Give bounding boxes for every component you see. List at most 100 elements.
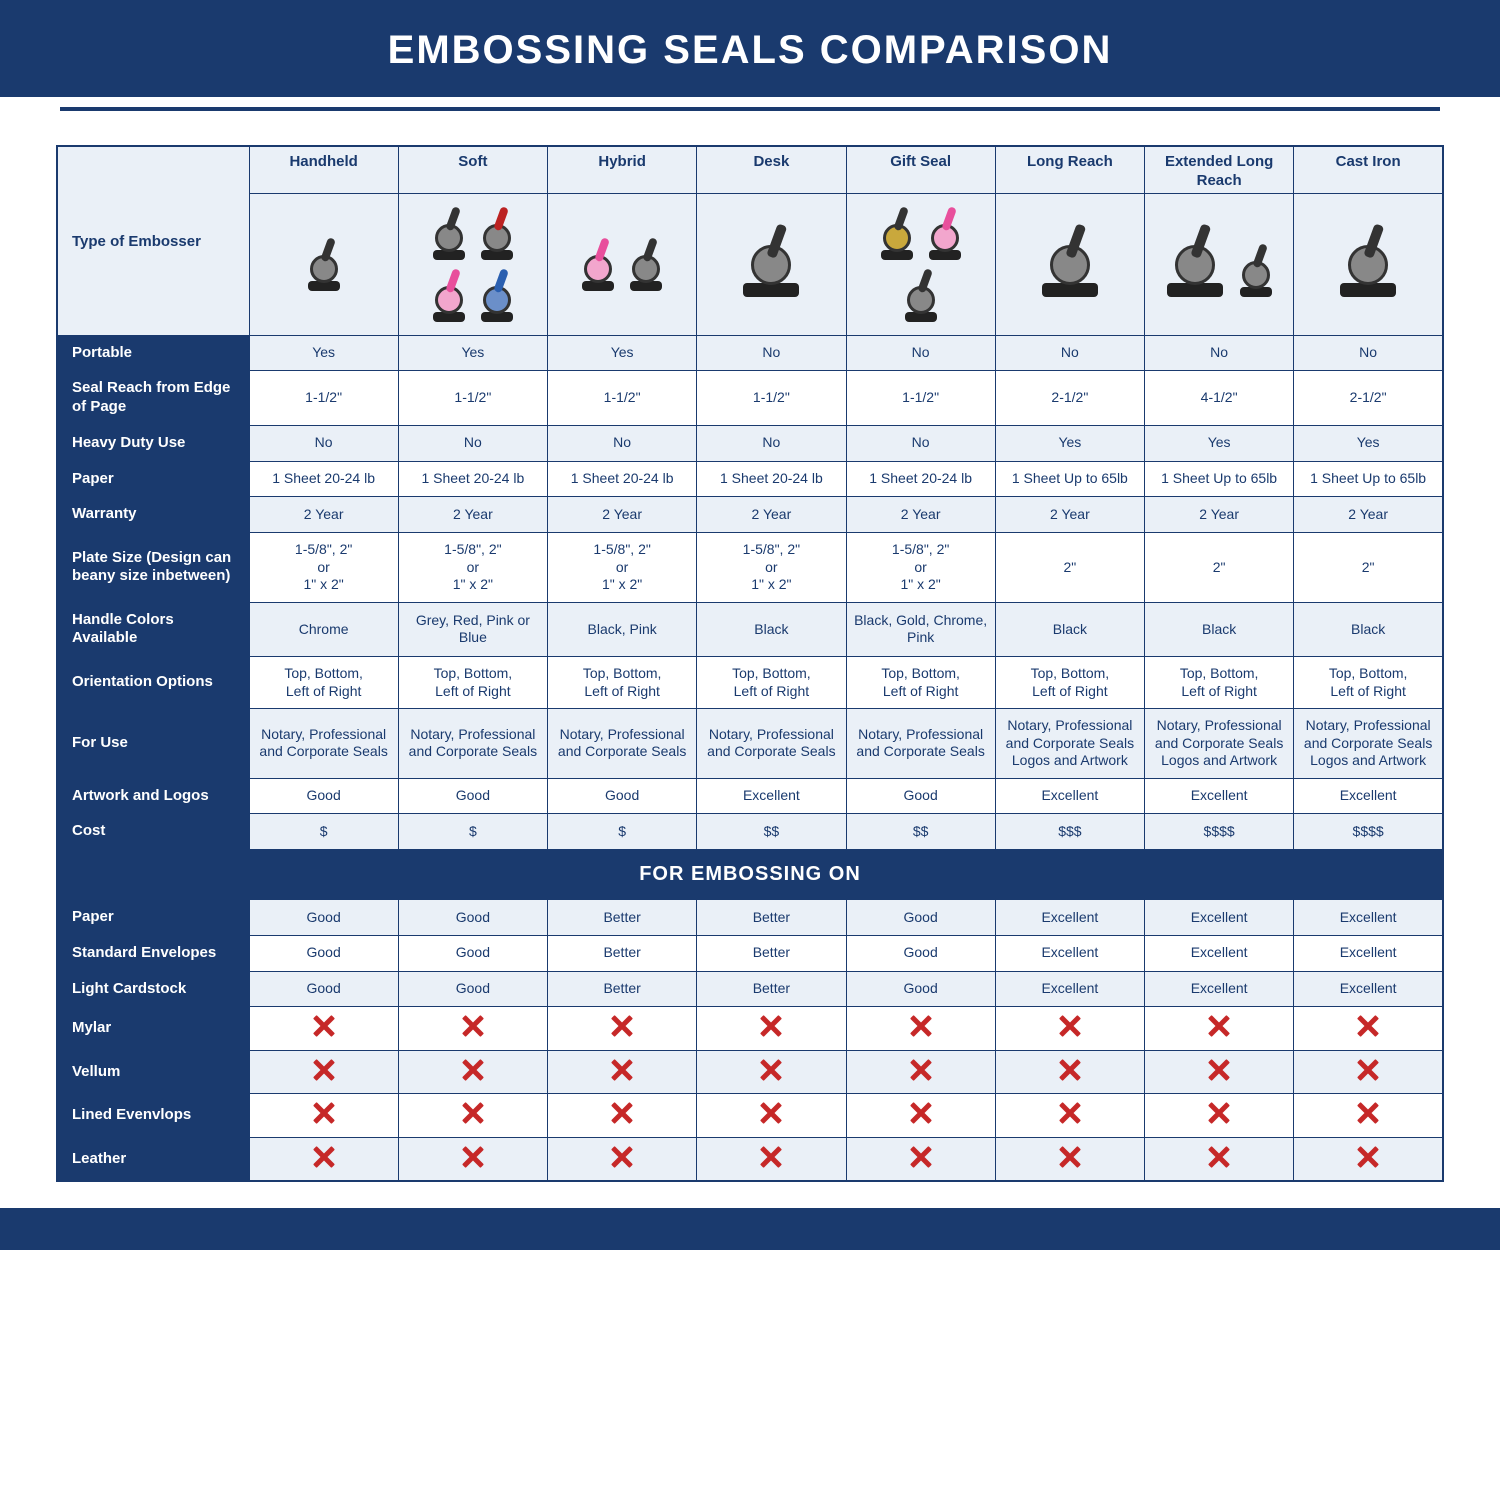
table-cell: 1-5/8", 2"or1" x 2"	[846, 533, 995, 603]
table-cell: 2-1/2"	[1294, 371, 1443, 426]
table-cell	[995, 1007, 1144, 1051]
x-icon	[313, 1102, 335, 1124]
product-image-cell	[995, 193, 1144, 335]
table-cell: Notary, Professionaland Corporate Seals	[846, 709, 995, 779]
table-cell: 1 Sheet 20-24 lb	[697, 461, 846, 497]
table-cell: Notary, Professionaland Corporate Seals	[697, 709, 846, 779]
table-cell: 1 Sheet 20-24 lb	[846, 461, 995, 497]
table-cell: 2 Year	[398, 497, 547, 533]
embosser-icon	[1234, 239, 1278, 297]
product-image-cell	[1294, 193, 1443, 335]
table-cell	[398, 1137, 547, 1181]
product-image-cell	[1145, 193, 1294, 335]
table-cell	[697, 1094, 846, 1138]
row-header: Paper	[57, 900, 249, 936]
column-header: Cast Iron	[1294, 146, 1443, 193]
x-icon	[611, 1059, 633, 1081]
table-cell: Better	[697, 900, 846, 936]
table-cell: Top, Bottom,Left of Right	[398, 657, 547, 709]
table-cell: Excellent	[995, 778, 1144, 814]
x-icon	[462, 1102, 484, 1124]
table-cell: Good	[846, 778, 995, 814]
table-cell: Excellent	[697, 778, 846, 814]
column-header: Gift Seal	[846, 146, 995, 193]
product-image-cell	[697, 193, 846, 335]
row-header: Paper	[57, 461, 249, 497]
table-cell: Notary, Professionaland Corporate Seals	[249, 709, 398, 779]
table-cell	[1145, 1094, 1294, 1138]
table-cell	[1145, 1050, 1294, 1094]
table-cell	[1145, 1007, 1294, 1051]
table-cell: 2 Year	[1294, 497, 1443, 533]
table-cell: Top, Bottom,Left of Right	[995, 657, 1144, 709]
row-header: Handle Colors Available	[57, 602, 249, 657]
table-cell: Excellent	[1294, 935, 1443, 971]
table-cell	[846, 1137, 995, 1181]
x-icon	[1059, 1102, 1081, 1124]
table-cell: 1-5/8", 2"or1" x 2"	[548, 533, 697, 603]
table-cell: Top, Bottom,Left of Right	[249, 657, 398, 709]
table-cell: 2 Year	[995, 497, 1144, 533]
table-row: Light CardstockGoodGoodBetterBetterGoodE…	[57, 971, 1443, 1007]
table-cell: Top, Bottom,Left of Right	[697, 657, 846, 709]
row-header: Artwork and Logos	[57, 778, 249, 814]
table-cell: Black	[995, 602, 1144, 657]
embosser-icon	[875, 202, 919, 260]
table-cell: 2-1/2"	[995, 371, 1144, 426]
table-cell: Notary, Professionaland Corporate Seals	[548, 709, 697, 779]
x-icon	[1208, 1059, 1230, 1081]
table-cell	[995, 1050, 1144, 1094]
x-icon	[1208, 1146, 1230, 1168]
table-cell: Good	[398, 971, 547, 1007]
table-cell	[548, 1050, 697, 1094]
x-icon	[1357, 1015, 1379, 1037]
table-cell	[1294, 1007, 1443, 1051]
table-cell	[398, 1094, 547, 1138]
row-header: Orientation Options	[57, 657, 249, 709]
table-cell: 2"	[995, 533, 1144, 603]
table-row: Warranty2 Year2 Year2 Year2 Year2 Year2 …	[57, 497, 1443, 533]
table-cell: No	[1294, 335, 1443, 371]
table-cell: 1 Sheet Up to 65lb	[1294, 461, 1443, 497]
embosser-icon	[475, 202, 519, 260]
table-cell: $$	[846, 814, 995, 850]
table-cell: 2 Year	[249, 497, 398, 533]
table-cell: No	[398, 425, 547, 461]
table-cell	[249, 1007, 398, 1051]
table-row: Artwork and LogosGoodGoodGoodExcellentGo…	[57, 778, 1443, 814]
table-cell: 2 Year	[1145, 497, 1294, 533]
table-cell: Black	[1294, 602, 1443, 657]
product-image-cell	[398, 193, 547, 335]
table-cell: 1-1/2"	[846, 371, 995, 426]
table-cell: Good	[398, 900, 547, 936]
table-cell	[548, 1137, 697, 1181]
table-cell: Black	[697, 602, 846, 657]
table-cell: Black, Gold, Chrome, Pink	[846, 602, 995, 657]
table-row: Plate Size (Design can beany size inbetw…	[57, 533, 1443, 603]
table-row: Heavy Duty UseNoNoNoNoNoYesYesYes	[57, 425, 1443, 461]
table-cell: 1-1/2"	[398, 371, 547, 426]
table-cell: Yes	[1294, 425, 1443, 461]
table-cell: 2"	[1294, 533, 1443, 603]
column-header: Soft	[398, 146, 547, 193]
row-header: Mylar	[57, 1007, 249, 1051]
x-icon	[611, 1146, 633, 1168]
table-cell: Excellent	[1145, 935, 1294, 971]
table-cell: 1-5/8", 2"or1" x 2"	[697, 533, 846, 603]
product-image-row	[57, 193, 1443, 335]
x-icon	[760, 1102, 782, 1124]
table-cell	[697, 1007, 846, 1051]
table-cell: Notary, Professionaland Corporate SealsL…	[1294, 709, 1443, 779]
table-cell: Top, Bottom,Left of Right	[548, 657, 697, 709]
table-cell: Good	[249, 971, 398, 1007]
row-header: Leather	[57, 1137, 249, 1181]
table-cell: Good	[846, 971, 995, 1007]
embosser-icon	[302, 233, 346, 291]
table-cell: Excellent	[995, 971, 1144, 1007]
table-cell: Yes	[398, 335, 547, 371]
table-cell: $$$$	[1294, 814, 1443, 850]
table-row: Seal Reach from Edge of Page1-1/2"1-1/2"…	[57, 371, 1443, 426]
embosser-icon	[475, 264, 519, 322]
table-cell: No	[249, 425, 398, 461]
table-cell: Good	[249, 778, 398, 814]
